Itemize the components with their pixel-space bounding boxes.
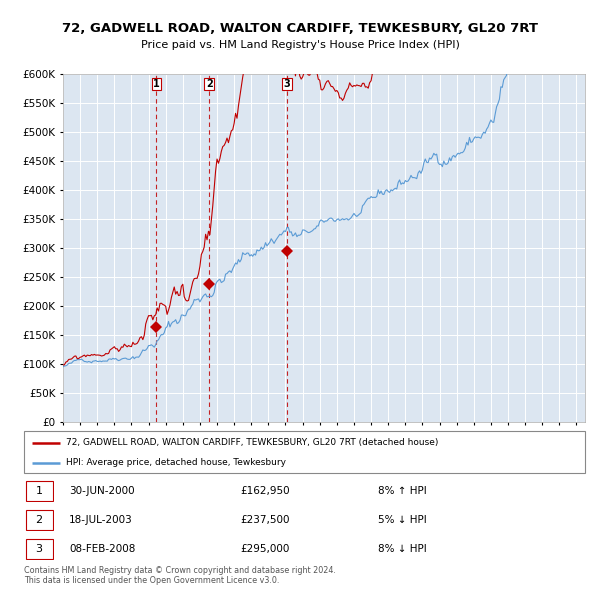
- Text: 2: 2: [35, 515, 43, 525]
- Text: 3: 3: [284, 79, 290, 89]
- Text: 30-JUN-2000: 30-JUN-2000: [69, 486, 134, 496]
- FancyBboxPatch shape: [25, 481, 53, 501]
- Text: 3: 3: [35, 544, 43, 554]
- FancyBboxPatch shape: [25, 539, 53, 559]
- Text: 72, GADWELL ROAD, WALTON CARDIFF, TEWKESBURY, GL20 7RT (detached house): 72, GADWELL ROAD, WALTON CARDIFF, TEWKES…: [66, 438, 439, 447]
- Text: 8% ↑ HPI: 8% ↑ HPI: [378, 486, 427, 496]
- Text: Price paid vs. HM Land Registry's House Price Index (HPI): Price paid vs. HM Land Registry's House …: [140, 40, 460, 50]
- Text: 72, GADWELL ROAD, WALTON CARDIFF, TEWKESBURY, GL20 7RT: 72, GADWELL ROAD, WALTON CARDIFF, TEWKES…: [62, 22, 538, 35]
- Text: 1: 1: [35, 486, 43, 496]
- FancyBboxPatch shape: [25, 510, 53, 530]
- Text: 18-JUL-2003: 18-JUL-2003: [69, 515, 133, 525]
- Text: 2: 2: [206, 79, 212, 89]
- Text: 1: 1: [153, 79, 160, 89]
- Text: 5% ↓ HPI: 5% ↓ HPI: [378, 515, 427, 525]
- Text: HPI: Average price, detached house, Tewkesbury: HPI: Average price, detached house, Tewk…: [66, 458, 286, 467]
- Text: £237,500: £237,500: [240, 515, 290, 525]
- FancyBboxPatch shape: [24, 431, 585, 473]
- Text: 08-FEB-2008: 08-FEB-2008: [69, 544, 136, 554]
- Text: Contains HM Land Registry data © Crown copyright and database right 2024.
This d: Contains HM Land Registry data © Crown c…: [24, 566, 336, 585]
- Text: £295,000: £295,000: [240, 544, 289, 554]
- Text: 8% ↓ HPI: 8% ↓ HPI: [378, 544, 427, 554]
- Text: £162,950: £162,950: [240, 486, 290, 496]
